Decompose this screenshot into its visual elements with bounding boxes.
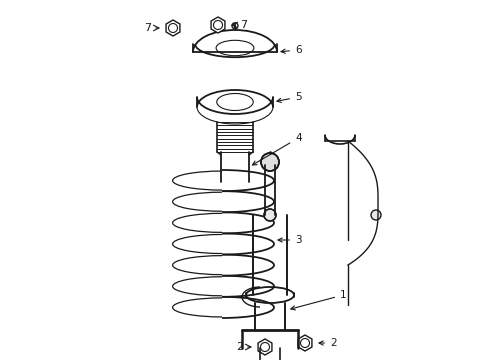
Text: 3: 3	[278, 235, 301, 245]
Circle shape	[261, 153, 279, 171]
Text: 7: 7	[240, 20, 246, 30]
Text: 4: 4	[252, 133, 301, 165]
Text: 5: 5	[276, 92, 301, 103]
Text: 1: 1	[290, 290, 346, 310]
Text: 6: 6	[281, 45, 301, 55]
Text: 2: 2	[318, 338, 336, 348]
Text: 2: 2	[235, 342, 243, 352]
Circle shape	[264, 209, 275, 221]
Text: 7: 7	[143, 23, 151, 33]
Circle shape	[370, 210, 380, 220]
